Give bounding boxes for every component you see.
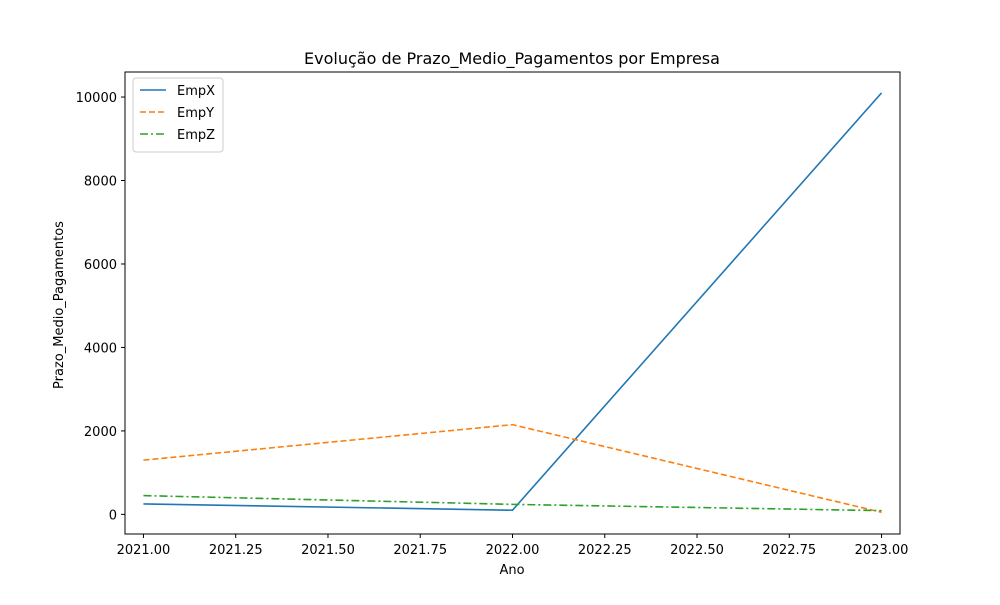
plot-area-frame: [124, 71, 901, 535]
x-tick-label: 2022.25: [578, 543, 632, 558]
legend-label: EmpX: [177, 84, 215, 99]
y-axis-label: Prazo_Medio_Pagamentos: [52, 221, 67, 389]
data-series: [143, 92, 883, 514]
x-tick-label: 2022.00: [486, 543, 540, 558]
x-tick-label: 2022.50: [670, 543, 724, 558]
x-tick-label: 2022.75: [762, 543, 816, 558]
chart-title: Evolução de Prazo_Medio_Pagamentos por E…: [304, 49, 720, 69]
series-line-empx: [143, 92, 883, 512]
y-tick-label: 8000: [84, 175, 117, 190]
series-line-empz: [143, 494, 882, 512]
legend-label: EmpZ: [177, 128, 215, 143]
y-tick-label: 4000: [84, 341, 117, 356]
axis-ticks: 2021.00 2021.25 2021.50 2021.75 2022.00 2022.…: [76, 91, 909, 558]
x-axis-label: Ano: [499, 563, 524, 578]
y-tick-label: 10000: [76, 91, 117, 106]
legend-box: [132, 77, 224, 153]
x-tick-label: 2023.00: [855, 543, 909, 558]
x-tick-label: 2021.50: [301, 543, 355, 558]
x-tick-label: 2021.00: [117, 543, 171, 558]
y-tick-label: 2000: [84, 425, 117, 440]
y-tick-label: 0: [109, 508, 117, 523]
legend-label: EmpY: [177, 106, 214, 121]
y-tick-label: 6000: [84, 258, 117, 273]
x-tick-label: 2021.25: [209, 543, 263, 558]
x-tick-label: 2021.75: [393, 543, 447, 558]
series-line-empy: [143, 423, 882, 514]
legend: EmpX EmpY EmpZ: [132, 77, 224, 153]
